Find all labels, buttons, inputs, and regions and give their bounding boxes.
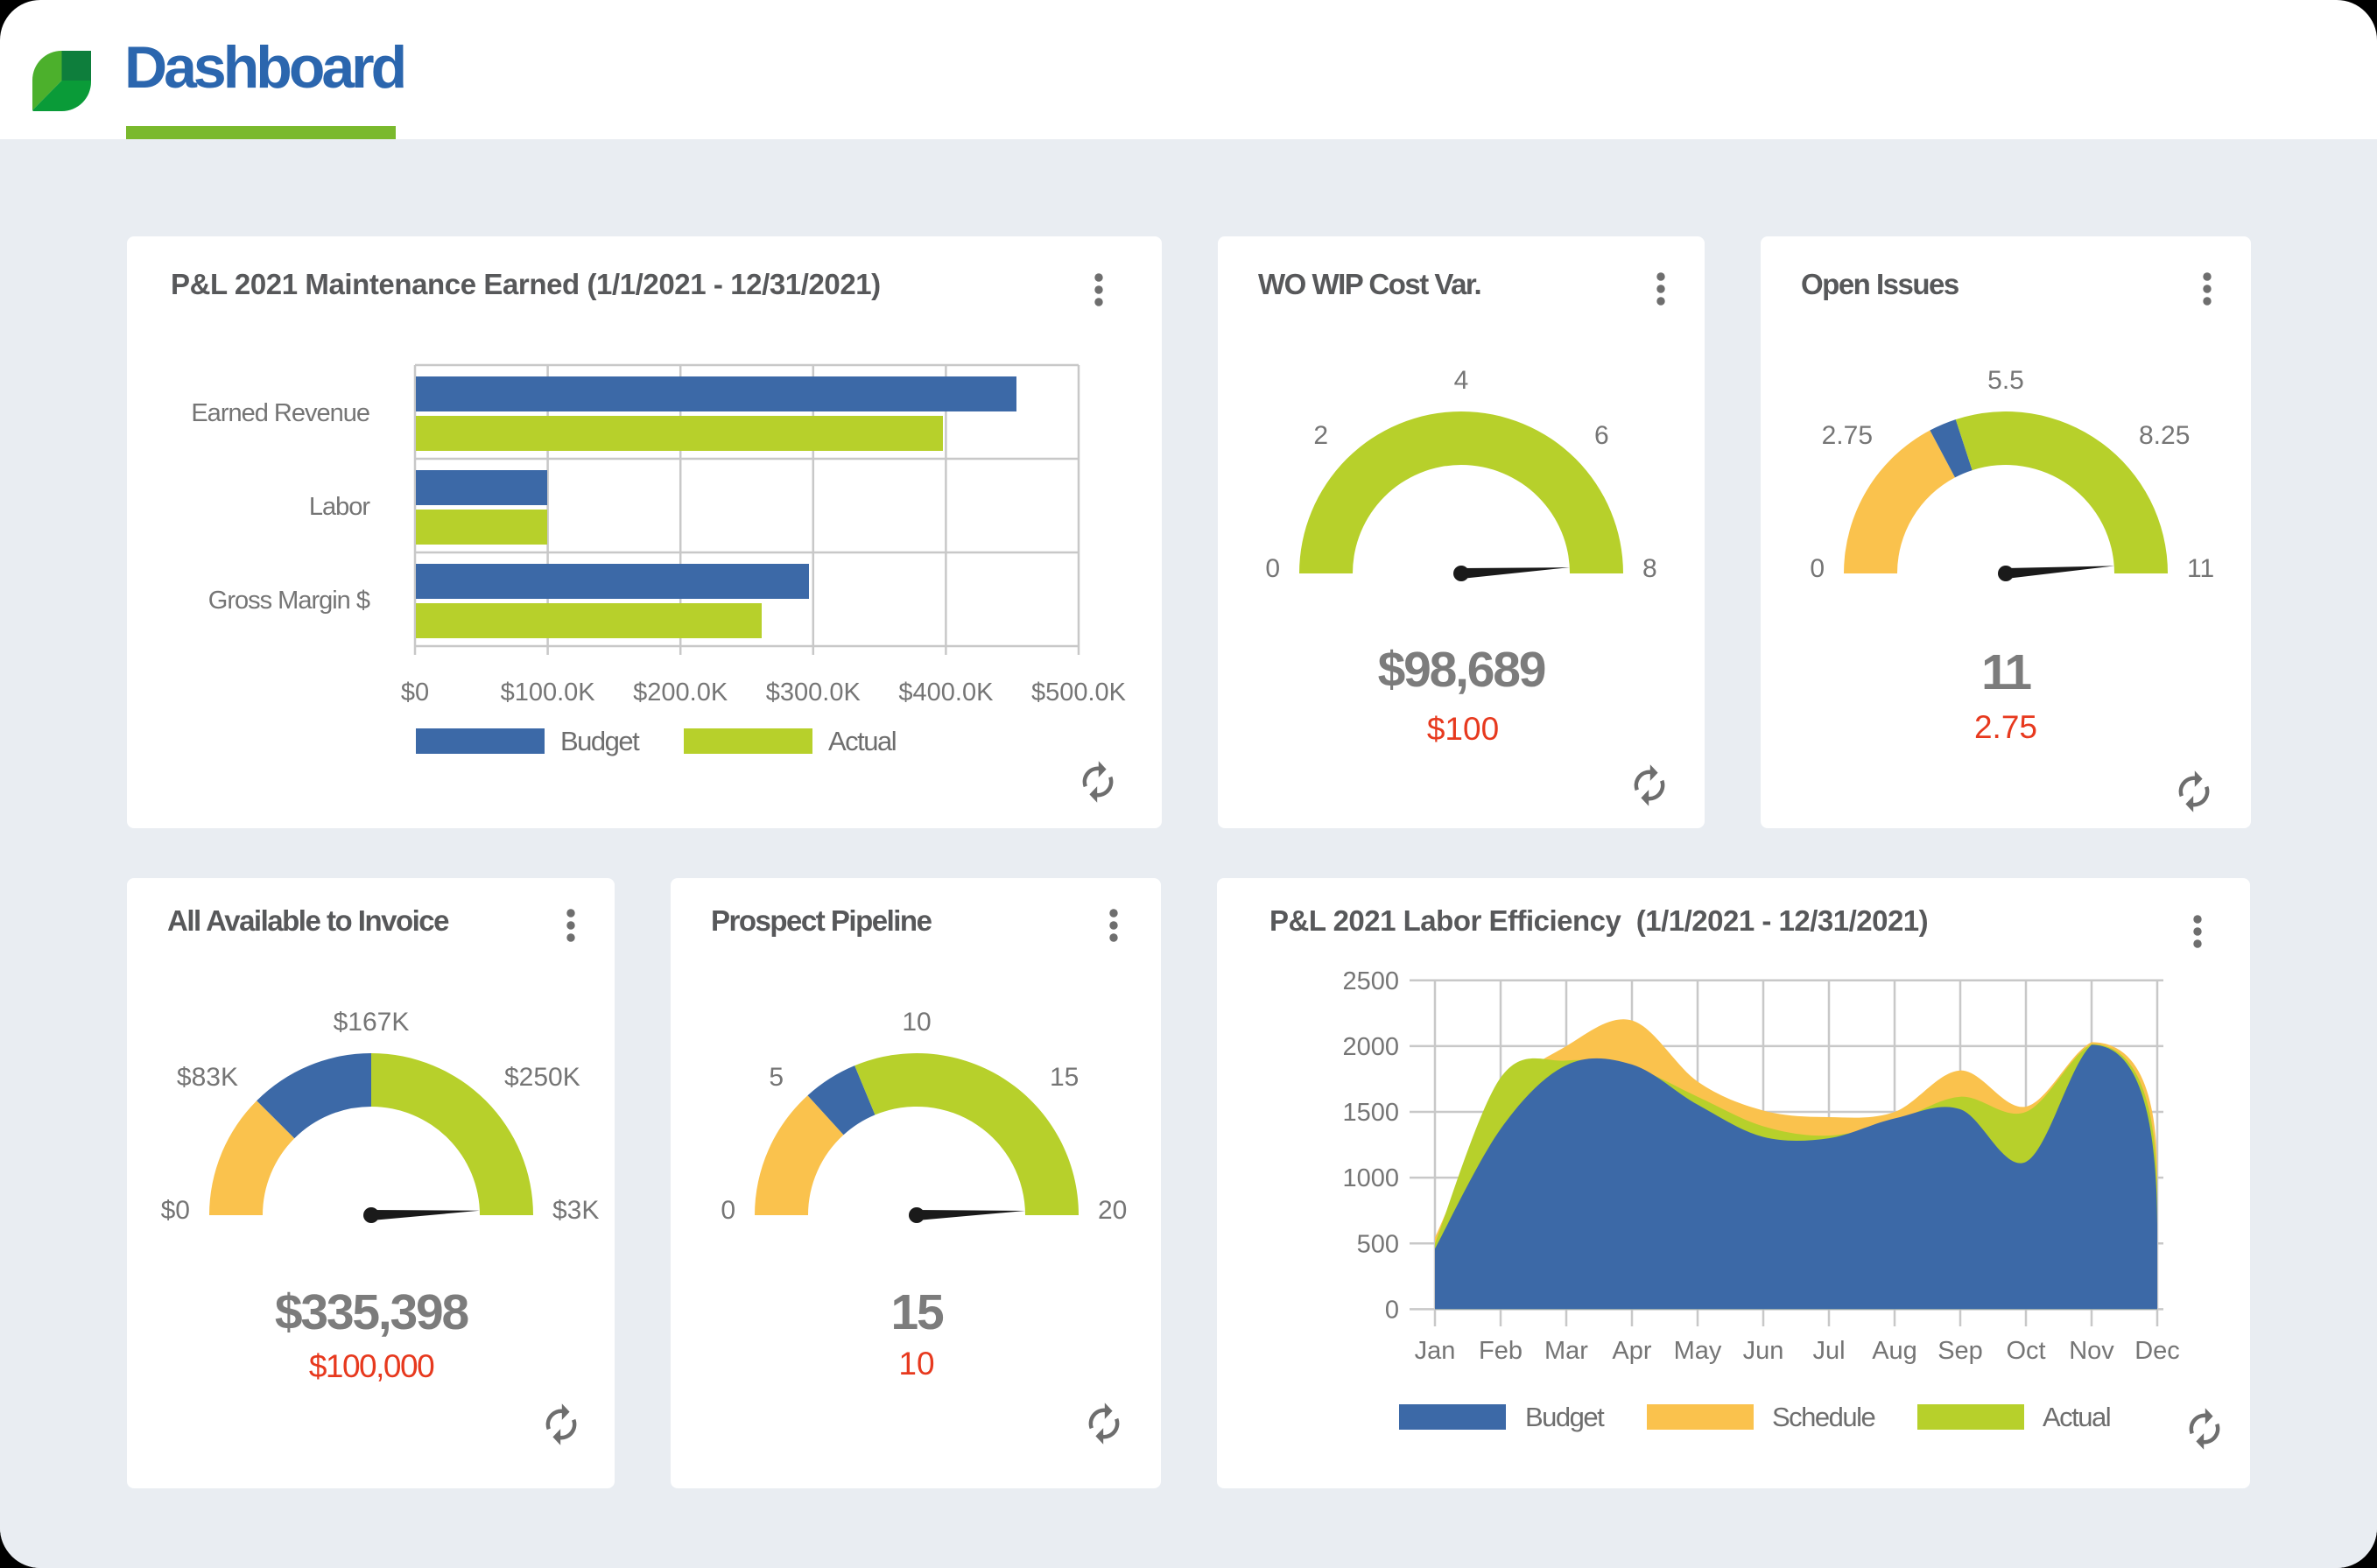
- svg-text:$167K: $167K: [334, 1008, 410, 1037]
- svg-text:Dec: Dec: [2134, 1337, 2180, 1365]
- svg-text:Feb: Feb: [1479, 1337, 1523, 1365]
- svg-text:May: May: [1674, 1337, 1722, 1365]
- svg-text:11: 11: [2187, 554, 2214, 583]
- svg-text:Sep: Sep: [1937, 1337, 1983, 1365]
- svg-text:Labor: Labor: [309, 493, 371, 521]
- svg-text:$250K: $250K: [504, 1063, 580, 1092]
- svg-text:Gross Margin $: Gross Margin $: [208, 587, 370, 615]
- svg-text:$500.0K: $500.0K: [1031, 679, 1127, 707]
- svg-text:15: 15: [1050, 1063, 1079, 1092]
- svg-text:$100,000: $100,000: [309, 1348, 434, 1384]
- svg-text:Aug: Aug: [1872, 1337, 1917, 1365]
- svg-text:Budget: Budget: [560, 726, 640, 756]
- svg-text:Actual: Actual: [2043, 1402, 2110, 1432]
- svg-text:Earned Revenue: Earned Revenue: [191, 399, 369, 427]
- svg-text:Nov: Nov: [2069, 1337, 2114, 1365]
- svg-text:$3K: $3K: [552, 1196, 599, 1225]
- svg-text:$300.0K: $300.0K: [766, 679, 861, 707]
- svg-text:5.5: 5.5: [1987, 366, 2024, 395]
- svg-text:8: 8: [1642, 554, 1657, 583]
- svg-text:2.75: 2.75: [1822, 421, 1873, 450]
- svg-text:$335,398: $335,398: [275, 1284, 468, 1340]
- svg-text:5: 5: [769, 1063, 784, 1092]
- svg-text:Jul: Jul: [1812, 1337, 1845, 1365]
- svg-text:Oct: Oct: [2006, 1337, 2045, 1365]
- svg-text:$83K: $83K: [177, 1063, 238, 1092]
- svg-text:0: 0: [1385, 1296, 1399, 1324]
- svg-text:6: 6: [1594, 421, 1609, 450]
- svg-text:0: 0: [1810, 554, 1825, 583]
- svg-text:$98,689: $98,689: [1378, 642, 1545, 698]
- svg-text:$0: $0: [401, 679, 429, 707]
- svg-text:2.75: 2.75: [1974, 709, 2037, 745]
- svg-text:Mar: Mar: [1544, 1337, 1588, 1365]
- svg-text:20: 20: [1098, 1196, 1127, 1225]
- svg-text:10: 10: [898, 1346, 934, 1382]
- svg-text:8.25: 8.25: [2139, 421, 2190, 450]
- svg-text:2: 2: [1313, 421, 1328, 450]
- svg-text:Jun: Jun: [1743, 1337, 1784, 1365]
- svg-text:4: 4: [1454, 366, 1469, 395]
- svg-text:15: 15: [890, 1284, 944, 1340]
- svg-text:11: 11: [1981, 644, 2031, 700]
- svg-text:$200.0K: $200.0K: [633, 679, 728, 707]
- svg-text:1000: 1000: [1342, 1164, 1399, 1192]
- svg-text:1500: 1500: [1342, 1099, 1399, 1127]
- svg-text:$100.0K: $100.0K: [501, 679, 596, 707]
- svg-text:$400.0K: $400.0K: [898, 679, 994, 707]
- svg-text:0: 0: [721, 1196, 735, 1225]
- svg-text:500: 500: [1357, 1230, 1399, 1258]
- svg-text:Jan: Jan: [1415, 1337, 1456, 1365]
- svg-text:$100: $100: [1427, 711, 1499, 747]
- svg-text:2500: 2500: [1342, 967, 1399, 995]
- svg-text:Actual: Actual: [828, 726, 896, 756]
- svg-text:0: 0: [1265, 554, 1280, 583]
- svg-text:$0: $0: [161, 1196, 190, 1225]
- svg-text:Budget: Budget: [1525, 1402, 1605, 1432]
- svg-text:2000: 2000: [1342, 1033, 1399, 1061]
- svg-text:Schedule: Schedule: [1772, 1402, 1875, 1432]
- svg-text:Apr: Apr: [1612, 1337, 1651, 1365]
- svg-text:10: 10: [902, 1008, 931, 1037]
